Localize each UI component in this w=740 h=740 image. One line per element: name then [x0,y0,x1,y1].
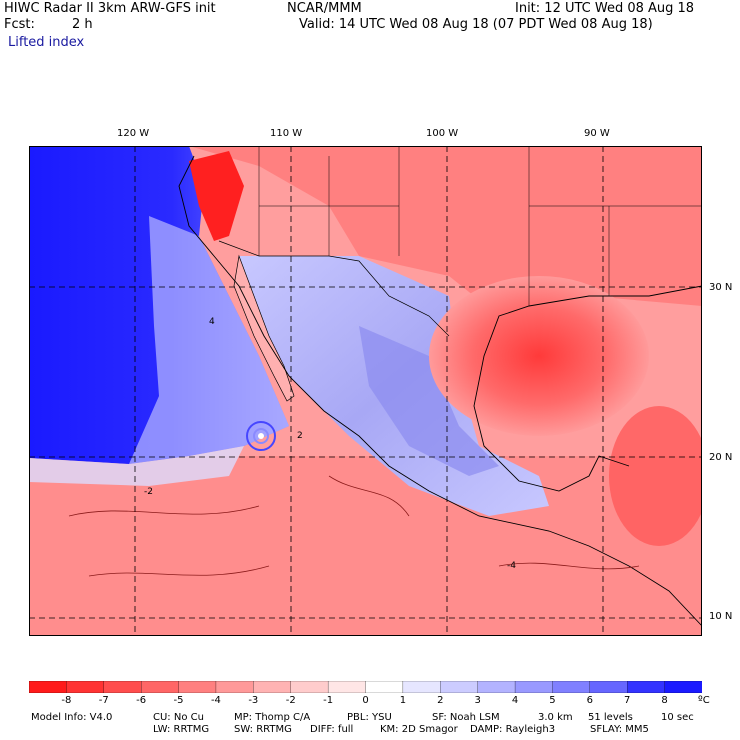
km-info: KM: 2D Smagor [380,724,458,735]
coastline-west [178,155,702,627]
pacific-light-band [29,446,244,486]
us-warm-region [189,146,702,316]
contour-lines [68,475,640,577]
contour-label: -2 [144,487,153,497]
colorbar-tick-label: 5 [549,695,556,706]
colorbar-bin [327,681,367,693]
lat-label-30n: 30 N [709,282,733,293]
colorbar-bin [253,681,292,693]
colorbar-bin [627,681,666,693]
coastline-gulf [473,285,702,492]
contour-label: 4 [209,317,215,327]
mp-info: MP: Thomp C/A [234,712,311,723]
colorbar-tick-label: -2 [285,695,296,706]
colorbar-tick-label: 4 [511,695,519,706]
pbl-info: PBL: YSU [347,712,392,723]
mexico-core [359,326,499,476]
colorbar-bin [29,681,68,693]
colorbar-tick-label: 1 [399,695,407,706]
cu-info: CU: No Cu [153,712,204,723]
caribbean-unstable [609,406,702,546]
colorbar-tick-label: -8 [61,695,72,706]
colorbar-tick-label: 3 [474,695,481,706]
colorbar-bin [66,681,105,693]
lifted-index-map: -2 -4 4 2 [29,146,702,636]
lon-label-90w: 90 W [584,128,610,139]
colorbar-tick-label: 2 [437,695,444,706]
sf-info: SF: Noah LSM [432,712,500,723]
lon-label-120w: 120 W [117,128,150,139]
colorbar-tick-label: -5 [173,695,184,706]
colorbar-bin [589,681,628,693]
colorbar [29,681,702,693]
lw-info: LW: RRTMG [153,724,210,735]
levels-info: 51 levels [588,712,633,723]
colorbar-tick-label: 0 [362,695,369,706]
init-time: Init: 12 UTC Wed 08 Aug 18 [515,1,695,16]
lat-label-10n: 10 N [709,611,733,622]
damp-info: DAMP: Rayleigh3 [470,724,556,735]
forecast-value: 2 h [72,17,93,32]
sw-info: SW: RRTMG [234,724,292,735]
colorbar-bin [290,681,329,693]
colorbar-bin [365,681,404,693]
colorbar-tick-label: -7 [98,695,109,706]
org-label: NCAR/MMM [287,1,362,16]
colorbar-bin [477,681,516,693]
colorbar-bin [215,681,254,693]
colorbar-bin [514,681,554,693]
colorbar-tick-label: 7 [624,695,631,706]
colorbar-unit: ºC [698,695,710,706]
timestep-info: 10 sec [661,712,694,723]
forecast-label: Fcst: [4,17,35,32]
colorbar-tick-label: -4 [210,695,221,706]
map-title: HIWC Radar II 3km ARW-GFS init [4,1,216,16]
gulf-unstable [429,276,649,436]
state-lines [258,146,702,306]
colorbar-tick-label: 8 [661,695,668,706]
colorbar-tick-label: -1 [323,695,334,706]
diff-info: DIFF: full [310,724,354,735]
sflay-info: SFLAY: MM5 [590,724,649,735]
california-unstable [189,151,244,241]
contour-label: 2 [297,431,303,441]
contour-label: -4 [507,561,516,571]
colorbar-tick-label: -3 [248,695,259,706]
colorbar-bin [402,681,441,693]
field-name: Lifted index [8,35,85,50]
lon-label-100w: 100 W [426,128,459,139]
valid-time: Valid: 14 UTC Wed 08 Aug 18 (07 PDT Wed … [299,17,653,32]
lon-label-110w: 110 W [270,128,303,139]
baja-peninsula [233,254,295,402]
colorbar-bin [664,681,702,693]
colorbar-tick-label: 6 [586,695,594,706]
colorbar-tick-label: -6 [136,695,147,706]
colorbar-bin [103,681,142,693]
colorbar-bin [440,681,479,693]
colorbar-bin [141,681,180,693]
colorbar-bin [552,681,591,693]
colorbar-bin [178,681,217,693]
resolution-info: 3.0 km [538,712,573,723]
lat-label-20n: 20 N [709,452,733,463]
pacific-edge [129,216,289,464]
hurricane-swirl [246,421,276,451]
model-info: Model Info: V4.0 [31,712,113,723]
graticule [29,146,702,636]
